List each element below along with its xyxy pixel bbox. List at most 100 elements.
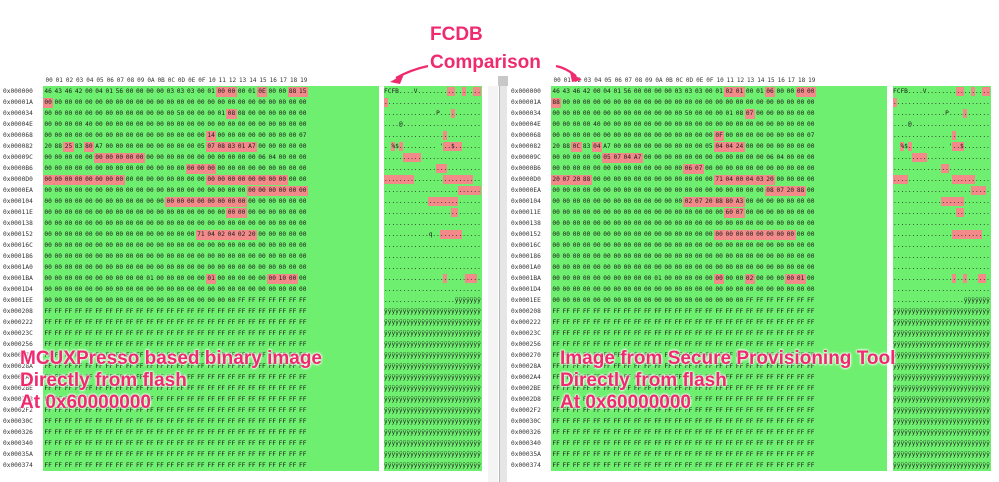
hex-byte-diff[interactable]: 00 bbox=[43, 175, 54, 185]
hex-byte[interactable]: FF bbox=[725, 330, 733, 337]
hex-byte[interactable]: 00 bbox=[125, 297, 134, 304]
hex-byte[interactable]: 00 bbox=[115, 198, 124, 205]
hex-byte[interactable]: FF bbox=[684, 352, 693, 359]
hex-byte[interactable]: FF bbox=[664, 407, 672, 414]
hex-byte[interactable]: 00 bbox=[207, 209, 215, 216]
hex-byte[interactable]: FF bbox=[786, 396, 795, 403]
hex-byte[interactable]: FF bbox=[593, 374, 601, 381]
hex-byte[interactable]: FF bbox=[644, 407, 652, 414]
hex-byte[interactable]: FF bbox=[237, 363, 246, 370]
hex-byte[interactable]: 00 bbox=[166, 132, 175, 139]
hex-byte[interactable]: 00 bbox=[156, 121, 164, 128]
hex-byte[interactable]: 00 bbox=[796, 132, 805, 139]
hex-byte-diff[interactable]: 00 bbox=[104, 175, 115, 185]
hex-byte[interactable]: FF bbox=[176, 319, 185, 326]
hex-byte[interactable]: FF bbox=[125, 319, 134, 326]
hex-byte[interactable]: 00 bbox=[237, 165, 246, 172]
hex-byte-diff[interactable]: 00 bbox=[714, 230, 725, 240]
hex-byte[interactable]: 00 bbox=[95, 297, 103, 304]
hex-byte[interactable]: 00 bbox=[217, 253, 225, 260]
hex-byte[interactable]: 00 bbox=[125, 220, 134, 227]
hex-byte[interactable]: 00 bbox=[217, 242, 225, 249]
hex-byte-diff[interactable]: 01 bbox=[795, 274, 806, 284]
hex-byte[interactable]: 00 bbox=[807, 220, 815, 227]
hex-byte[interactable]: FF bbox=[237, 341, 246, 348]
hex-byte[interactable]: 00 bbox=[278, 165, 287, 172]
hex-byte[interactable]: FF bbox=[248, 352, 256, 359]
hex-byte[interactable]: FF bbox=[44, 352, 52, 359]
hex-byte[interactable]: FF bbox=[278, 374, 287, 381]
hex-byte[interactable]: FF bbox=[227, 429, 236, 436]
hex-byte[interactable]: 00 bbox=[217, 264, 225, 271]
hex-byte[interactable]: FF bbox=[105, 429, 113, 436]
hex-byte[interactable]: FF bbox=[288, 363, 297, 370]
hex-byte[interactable]: FF bbox=[207, 396, 215, 403]
hex-byte[interactable]: 00 bbox=[166, 297, 175, 304]
hex-byte[interactable]: 00 bbox=[95, 198, 103, 205]
hex-byte[interactable]: FF bbox=[95, 341, 103, 348]
hex-byte[interactable]: 46 bbox=[44, 88, 52, 95]
hex-byte[interactable]: 00 bbox=[176, 121, 185, 128]
hex-byte[interactable]: 00 bbox=[613, 253, 621, 260]
hex-byte[interactable]: 00 bbox=[156, 209, 164, 216]
hex-byte[interactable]: 00 bbox=[766, 286, 774, 293]
hex-byte[interactable]: FF bbox=[552, 429, 560, 436]
hex-byte[interactable]: FF bbox=[633, 341, 642, 348]
hex-byte[interactable]: 00 bbox=[115, 297, 124, 304]
hex-byte[interactable]: 00 bbox=[258, 143, 266, 150]
hex-byte-diff[interactable]: 00 bbox=[114, 175, 125, 185]
hex-byte[interactable]: FF bbox=[807, 396, 815, 403]
hex-byte[interactable]: 40 bbox=[85, 121, 93, 128]
hex-byte[interactable]: 00 bbox=[248, 220, 256, 227]
hex-byte[interactable]: FF bbox=[633, 396, 642, 403]
hex-byte[interactable]: FF bbox=[217, 418, 225, 425]
hex-byte[interactable]: 00 bbox=[217, 297, 225, 304]
hex-byte[interactable]: FF bbox=[258, 319, 266, 326]
hex-byte[interactable]: 00 bbox=[796, 286, 805, 293]
hex-byte[interactable]: FF bbox=[54, 462, 62, 469]
hex-byte[interactable]: 00 bbox=[593, 220, 601, 227]
hex-byte[interactable]: FF bbox=[796, 462, 805, 469]
hex-byte[interactable]: FF bbox=[197, 451, 205, 458]
hex-byte[interactable]: 00 bbox=[705, 110, 713, 117]
hex-byte[interactable]: FF bbox=[654, 429, 662, 436]
hex-byte[interactable]: FF bbox=[146, 352, 154, 359]
hex-byte[interactable]: 01 bbox=[715, 88, 723, 95]
hex-byte-diff[interactable]: 00 bbox=[277, 186, 288, 196]
hex-byte[interactable]: FF bbox=[115, 440, 124, 447]
hex-byte[interactable]: FF bbox=[572, 330, 581, 337]
hex-byte[interactable]: FF bbox=[633, 429, 642, 436]
hex-byte[interactable]: 01 bbox=[105, 88, 113, 95]
hex-byte[interactable]: 00 bbox=[786, 121, 795, 128]
hex-byte[interactable]: 00 bbox=[796, 165, 805, 172]
hex-byte[interactable]: 00 bbox=[674, 231, 683, 238]
hex-byte[interactable]: 00 bbox=[268, 99, 276, 106]
hex-byte[interactable]: FF bbox=[786, 363, 795, 370]
hex-byte-diff[interactable]: 00 bbox=[93, 153, 105, 163]
hex-byte-diff[interactable]: 00 bbox=[43, 98, 54, 108]
hex-byte[interactable]: FF bbox=[125, 440, 134, 447]
hex-byte[interactable]: FF bbox=[299, 396, 307, 403]
hex-byte[interactable]: FF bbox=[725, 462, 733, 469]
hex-byte[interactable]: 00 bbox=[572, 209, 581, 216]
hex-byte[interactable]: FF bbox=[156, 396, 164, 403]
hex-byte[interactable]: 00 bbox=[186, 132, 195, 139]
hex-byte[interactable]: FF bbox=[603, 462, 611, 469]
hex-byte[interactable]: 00 bbox=[136, 297, 144, 304]
hex-byte[interactable]: 00 bbox=[207, 110, 215, 117]
hex-byte[interactable]: FF bbox=[664, 440, 672, 447]
hex-byte[interactable]: 00 bbox=[115, 286, 124, 293]
hex-byte[interactable]: FF bbox=[156, 308, 164, 315]
hex-byte[interactable]: 00 bbox=[786, 286, 795, 293]
hex-byte[interactable]: 00 bbox=[95, 264, 103, 271]
hex-byte[interactable]: FF bbox=[633, 374, 642, 381]
hex-byte[interactable]: 00 bbox=[593, 264, 601, 271]
hex-byte[interactable]: 00 bbox=[613, 99, 621, 106]
hex-byte[interactable]: FF bbox=[268, 341, 276, 348]
hex-byte[interactable]: FF bbox=[552, 451, 560, 458]
hex-byte[interactable]: 00 bbox=[654, 286, 662, 293]
hex-byte[interactable]: 00 bbox=[136, 209, 144, 216]
hex-byte[interactable]: FF bbox=[664, 396, 672, 403]
hex-byte[interactable]: 00 bbox=[136, 198, 144, 205]
hex-byte[interactable]: FF bbox=[74, 319, 83, 326]
